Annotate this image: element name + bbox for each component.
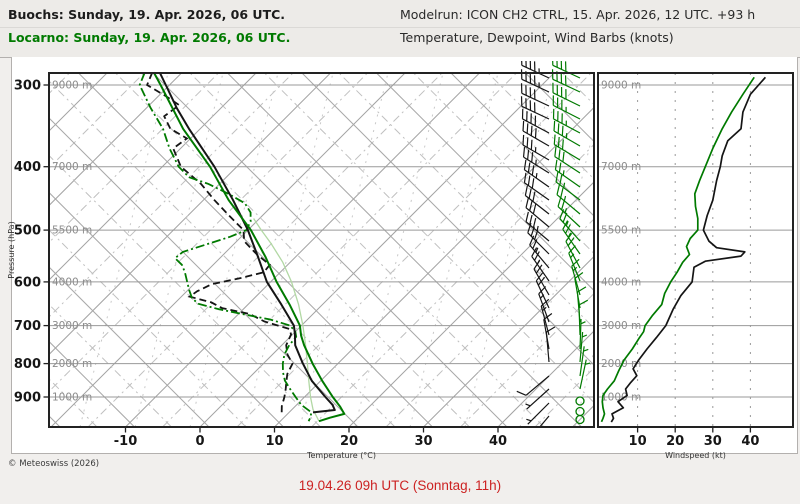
height-label: 5500 m bbox=[601, 225, 641, 237]
header-separator bbox=[0, 27, 800, 28]
temperature-tick-label: 40 bbox=[489, 434, 507, 449]
windspeed-frame bbox=[597, 72, 794, 428]
wind-barb bbox=[559, 209, 581, 242]
height-label: 9000 m bbox=[601, 80, 641, 92]
wind-barb bbox=[552, 82, 581, 107]
wind-barb bbox=[526, 402, 550, 425]
parcel-curve bbox=[253, 218, 320, 422]
station-title-locarno: Locarno: Sunday, 19. Apr. 2026, 06 UTC. bbox=[8, 30, 291, 45]
sounding-curves bbox=[138, 71, 346, 423]
pressure-tick-label: 700 bbox=[14, 319, 41, 334]
wind-barb bbox=[578, 299, 589, 336]
wind-barb bbox=[551, 61, 581, 79]
wind-barb bbox=[579, 318, 586, 350]
wind-barb bbox=[557, 196, 581, 228]
wind-barb bbox=[525, 197, 550, 228]
pressure-tick-label: 300 bbox=[14, 79, 41, 94]
wind-barb bbox=[552, 108, 581, 134]
temperature-tick-label: 20 bbox=[340, 434, 358, 449]
wind-barb bbox=[552, 95, 581, 120]
valid-time-label: 19.04.26 09h UTC (Sonntag, 11h) bbox=[298, 478, 502, 493]
temperature-curve-buochs bbox=[158, 71, 336, 414]
height-label: 1000 m bbox=[601, 392, 641, 404]
height-label: 7000 m bbox=[52, 161, 92, 173]
wind-barb bbox=[540, 298, 550, 336]
wind-barb bbox=[554, 159, 581, 188]
wind-barb bbox=[527, 223, 550, 255]
height-label: 4000 m bbox=[601, 276, 641, 288]
height-label: 7000 m bbox=[601, 161, 641, 173]
skewt-background: 9000 m 7000 m 5500 m 4000 m 3000 m 2000 m 1000… bbox=[49, 72, 594, 427]
wind-barb bbox=[579, 346, 589, 377]
windspeed-tick-label: 40 bbox=[741, 434, 759, 449]
windspeed-curve-buochs bbox=[610, 76, 767, 423]
skewt-axes: 300 400 500 600 700 800 900 -10 0 10 20 30 40 Tempera… bbox=[7, 79, 507, 461]
wind-barb bbox=[522, 147, 550, 174]
wind-barb bbox=[521, 108, 550, 134]
wind-barb bbox=[525, 388, 550, 410]
wind-barb bbox=[575, 396, 585, 406]
modelrun-info: Modelrun: ICON CH2 CTRL, 15. Apr. 2026, … bbox=[400, 7, 756, 22]
wind-barbs bbox=[516, 61, 591, 427]
wind-barb bbox=[522, 134, 550, 161]
height-label: 5500 m bbox=[52, 225, 92, 237]
wind-barb bbox=[579, 332, 588, 363]
wind-barb bbox=[579, 359, 591, 390]
chart-subtitle: Temperature, Dewpoint, Wind Barbs (knots… bbox=[400, 30, 674, 45]
temperature-tick-label: 0 bbox=[195, 434, 204, 449]
pressure-tick-label: 800 bbox=[14, 357, 41, 372]
windspeed-axis-title: Windspeed (kt) bbox=[665, 451, 726, 460]
pressure-tick-label: 600 bbox=[14, 275, 41, 290]
height-label: 3000 m bbox=[601, 320, 641, 332]
height-label: 4000 m bbox=[52, 276, 92, 288]
header: Buochs: Sunday, 19. Apr. 2026, 06 UTC. L… bbox=[0, 0, 800, 58]
copyright-note: © Meteoswiss (2026) bbox=[8, 459, 100, 469]
wind-barb bbox=[535, 272, 550, 309]
wind-barb bbox=[520, 83, 550, 107]
temperature-tick-label: 30 bbox=[414, 434, 432, 449]
pressure-axis-title: Pressure (hPa) bbox=[7, 221, 16, 278]
wind-barb bbox=[553, 134, 581, 161]
wind-barb bbox=[529, 235, 550, 269]
wind-barb bbox=[523, 172, 550, 201]
pressure-tick-label: 400 bbox=[14, 160, 41, 175]
wind-barb bbox=[575, 414, 585, 425]
temperature-tick-label: 10 bbox=[265, 434, 283, 449]
station-title-buochs: Buochs: Sunday, 19. Apr. 2026, 06 UTC. bbox=[8, 7, 286, 22]
height-label: 1000 m bbox=[52, 392, 92, 404]
wind-barb bbox=[524, 185, 550, 215]
pressure-tick-label: 900 bbox=[14, 391, 41, 406]
height-label: 9000 m bbox=[52, 80, 92, 92]
wind-barb bbox=[571, 258, 581, 296]
pressure-tick-label: 500 bbox=[14, 224, 41, 239]
wind-barb bbox=[523, 159, 550, 188]
wind-barb bbox=[545, 326, 556, 363]
dewpoint-curve-locarno bbox=[138, 72, 313, 422]
windspeed-axes: 10 20 30 40 Windspeed (kt) bbox=[629, 427, 759, 460]
temperature-axis-title: Temperature (°C) bbox=[306, 451, 376, 460]
wind-barb bbox=[555, 171, 581, 201]
height-label: 3000 m bbox=[52, 320, 92, 332]
windspeed-tick-label: 20 bbox=[666, 434, 684, 449]
temperature-tick-label: -10 bbox=[114, 434, 138, 449]
skewt-frame bbox=[48, 72, 595, 428]
height-label: 2000 m bbox=[52, 358, 92, 370]
wind-barb bbox=[551, 69, 581, 93]
temperature-curve-locarno bbox=[152, 71, 346, 423]
wind-barb bbox=[529, 415, 550, 427]
windspeed-tick-label: 30 bbox=[704, 434, 722, 449]
wind-barb bbox=[520, 96, 550, 120]
wind-barb bbox=[522, 120, 550, 147]
wind-barb bbox=[516, 375, 550, 396]
wind-barb bbox=[554, 146, 581, 174]
dewpoint-curve-buochs bbox=[145, 72, 294, 413]
windspeed-curve-locarno bbox=[600, 76, 755, 423]
wind-barb bbox=[553, 120, 581, 147]
windspeed-tick-label: 10 bbox=[629, 434, 647, 449]
